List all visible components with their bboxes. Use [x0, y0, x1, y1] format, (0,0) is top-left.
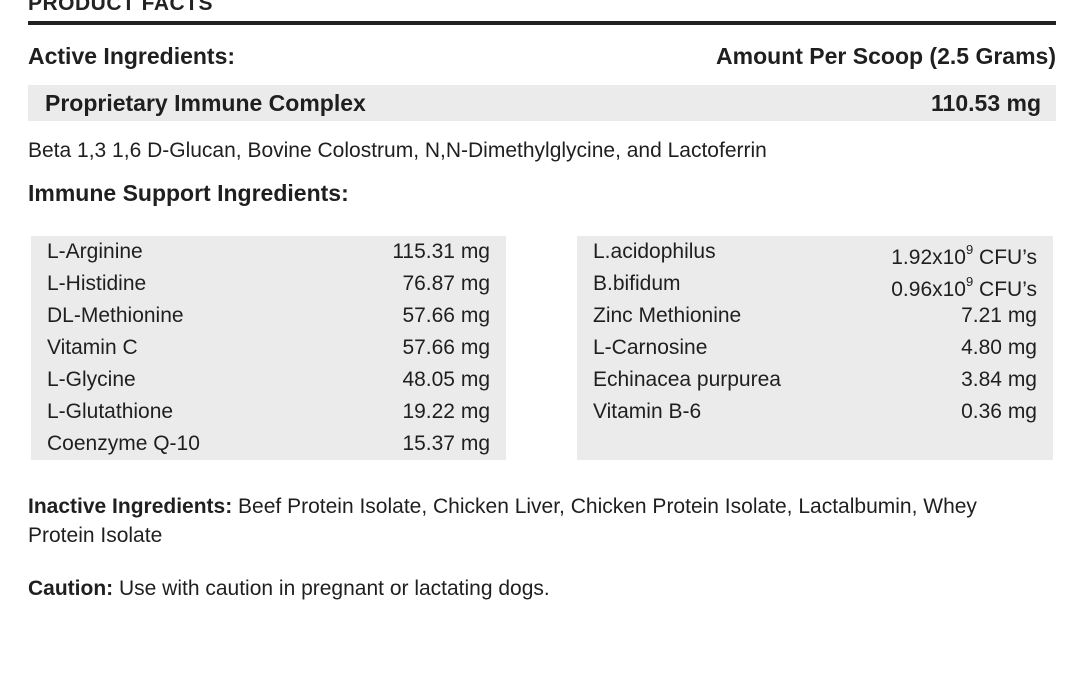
ingredient-name: L-Glutathione [47, 400, 174, 423]
caution-label: Caution: [28, 577, 114, 600]
ingredient-amount: 15.37 mg [402, 432, 490, 455]
title-divider [28, 21, 1056, 25]
ingredient-amount: 76.87 mg [402, 272, 490, 295]
amount-value: 1.92x10 [891, 246, 966, 269]
ingredient-amount: 3.84 mg [961, 364, 1037, 396]
ingredient-row: Zinc Methionine 7.21 mg [577, 300, 1053, 332]
section-title: PRODUCT FACTS [28, 0, 213, 15]
amount-exponent: 9 [965, 242, 974, 257]
complex-description: Beta 1,3 1,6 D-Glucan, Bovine Colostrum,… [28, 139, 767, 162]
ingredient-row: Vitamin B-6 0.36 mg [577, 396, 1053, 428]
amount-unit: CFU’s [973, 246, 1037, 269]
caution-note: Caution: Use with caution in pregnant or… [28, 574, 550, 603]
ingredient-amount: 57.66 mg [402, 304, 490, 327]
ingredient-name: L.acidophilus [593, 240, 716, 263]
support-ingredients-table-right: L.acidophilus 1.92x109 CFU’s B.bifidum 0.96… [577, 236, 1053, 460]
ingredient-name: L-Carnosine [593, 336, 708, 359]
ingredient-row: L-Histidine 76.87 mg [31, 268, 506, 300]
ingredient-name: Echinacea purpurea [593, 368, 781, 391]
ingredient-name: B.bifidum [593, 272, 681, 295]
ingredient-row: L.acidophilus 1.92x109 CFU’s [577, 236, 1053, 269]
caution-text: Use with caution in pregnant or lactatin… [113, 577, 550, 600]
ingredient-amount: 4.80 mg [961, 332, 1037, 364]
ingredient-amount: 0.36 mg [961, 396, 1037, 428]
amount-unit: CFU’s [973, 278, 1037, 301]
amount-value: 0.96x10 [891, 278, 966, 301]
active-ingredients-header: Active Ingredients: Amount Per Scoop (2.… [28, 40, 1056, 72]
ingredient-name: L-Histidine [47, 272, 147, 295]
ingredient-amount: 0.96x109 CFU’s [891, 268, 1037, 306]
ingredient-row: DL-Methionine 57.66 mg [31, 300, 506, 332]
immune-support-heading: Immune Support Ingredients: [28, 180, 349, 206]
ingredient-amount: 48.05 mg [402, 368, 490, 391]
active-ingredients-label: Active Ingredients: [28, 43, 236, 69]
ingredient-amount: 1.92x109 CFU’s [891, 236, 1037, 274]
ingredient-name: Coenzyme Q-10 [47, 432, 200, 455]
amount-exponent: 9 [965, 274, 974, 289]
ingredient-row: L-Glutathione 19.22 mg [31, 396, 506, 428]
amount-value: 7.21 mg [961, 304, 1037, 327]
ingredient-row: L-Glycine 48.05 mg [31, 364, 506, 396]
amount-value: 0.36 mg [961, 400, 1037, 423]
ingredient-name: Zinc Methionine [593, 304, 742, 327]
complex-amount: 110.53 mg [931, 90, 1041, 116]
inactive-ingredients-text: Beef Protein Isolate, Chicken Liver, Chi… [28, 495, 977, 547]
ingredient-name: DL-Methionine [47, 304, 184, 327]
ingredient-amount: 57.66 mg [402, 336, 490, 359]
ingredient-name: L-Glycine [47, 368, 136, 391]
ingredient-row: Coenzyme Q-10 15.37 mg [31, 428, 506, 460]
inactive-ingredients: Inactive Ingredients: Beef Protein Isola… [28, 492, 1028, 550]
amount-per-scoop-label: Amount Per Scoop (2.5 Grams) [716, 43, 1056, 69]
ingredient-name: Vitamin B-6 [593, 400, 702, 423]
ingredient-row: L-Arginine 115.31 mg [31, 236, 506, 268]
amount-value: 4.80 mg [961, 336, 1037, 359]
ingredient-amount: 7.21 mg [961, 300, 1037, 332]
ingredient-amount: 19.22 mg [402, 400, 490, 423]
inactive-ingredients-label: Inactive Ingredients: [28, 495, 233, 518]
proprietary-complex-row: Proprietary Immune Complex 110.53 mg [28, 85, 1056, 121]
ingredient-row: Echinacea purpurea 3.84 mg [577, 364, 1053, 396]
ingredient-name: Vitamin C [47, 336, 138, 359]
ingredient-name: L-Arginine [47, 240, 143, 263]
amount-value: 3.84 mg [961, 368, 1037, 391]
ingredient-amount: 115.31 mg [392, 240, 490, 263]
complex-name: Proprietary Immune Complex [45, 90, 366, 116]
ingredient-row: Vitamin C 57.66 mg [31, 332, 506, 364]
support-ingredients-table-left: L-Arginine 115.31 mg L-Histidine 76.87 mg DL… [31, 236, 506, 460]
ingredient-row: L-Carnosine 4.80 mg [577, 332, 1053, 364]
ingredient-row: B.bifidum 0.96x109 CFU’s [577, 268, 1053, 301]
